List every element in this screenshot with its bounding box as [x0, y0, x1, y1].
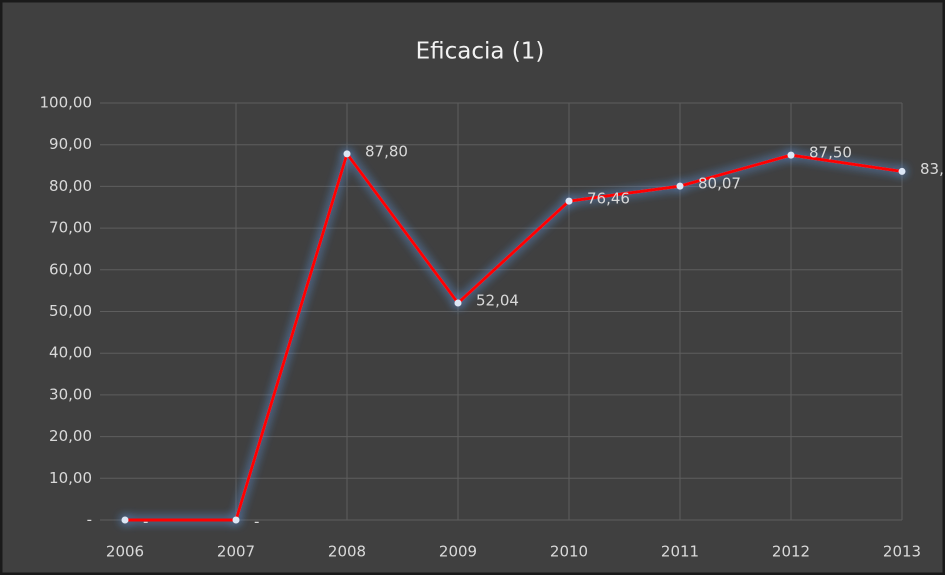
marker	[121, 516, 129, 524]
marker	[454, 299, 462, 307]
data-label: 83,59	[920, 160, 945, 178]
y-tick-label: 30,00	[49, 385, 92, 403]
data-label: -	[254, 513, 259, 531]
marker	[898, 167, 906, 175]
y-tick-label: 50,00	[49, 302, 92, 320]
data-label: 52,04	[476, 291, 519, 309]
data-label: 80,07	[698, 175, 741, 193]
marker	[232, 516, 240, 524]
x-tick-label: 2010	[550, 543, 588, 561]
y-tick-label: 90,00	[49, 135, 92, 153]
marker	[343, 150, 351, 158]
line	[125, 152, 903, 522]
y-tick-label: -	[87, 511, 92, 529]
series	[121, 150, 906, 524]
chart-title: Eficacia (1)	[416, 39, 545, 65]
x-tick-label: 2007	[217, 543, 255, 561]
y-tick-label: 10,00	[49, 469, 92, 487]
y-tick-label: 20,00	[49, 427, 92, 445]
x-tick-label: 2012	[772, 543, 810, 561]
marker	[565, 197, 573, 205]
y-tick-label: 40,00	[49, 344, 92, 362]
x-tick-label: 2008	[328, 543, 366, 561]
y-tick-label: 100,00	[40, 94, 93, 112]
x-tick-label: 2013	[883, 543, 921, 561]
x-tick-label: 2006	[106, 543, 144, 561]
data-label: 76,46	[587, 190, 630, 208]
data-label: 87,50	[809, 144, 852, 162]
x-tick-label: 2009	[439, 543, 477, 561]
x-tick-label: 2011	[661, 543, 699, 561]
data-label: 87,80	[365, 142, 408, 160]
data-label: -	[143, 513, 148, 531]
y-tick-label: 60,00	[49, 260, 92, 278]
marker	[676, 182, 684, 190]
y-tick-label: 70,00	[49, 219, 92, 237]
marker	[787, 151, 795, 159]
y-tick-label: 80,00	[49, 177, 92, 195]
